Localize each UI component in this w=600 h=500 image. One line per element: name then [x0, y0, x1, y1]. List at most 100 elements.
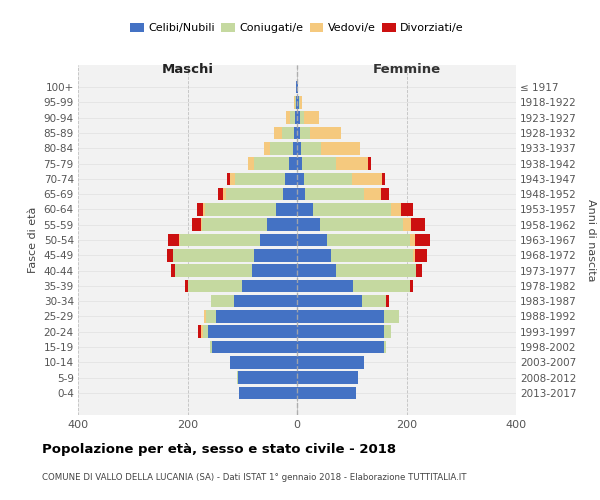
Bar [300, 112, 304, 124]
Bar [173, 249, 254, 262]
Bar [297, 96, 299, 108]
Bar [364, 188, 381, 200]
Bar [410, 234, 415, 246]
Bar [415, 249, 427, 262]
Bar [283, 188, 297, 200]
Bar [252, 264, 297, 277]
Bar [281, 127, 294, 140]
Bar [302, 158, 337, 170]
Bar [297, 340, 383, 353]
Bar [295, 112, 297, 124]
Bar [168, 234, 179, 246]
Bar [297, 372, 358, 384]
Bar [410, 280, 413, 292]
Bar [297, 127, 300, 140]
Bar [205, 203, 276, 215]
Bar [203, 326, 208, 338]
Bar [227, 172, 230, 185]
Bar [413, 249, 415, 262]
Bar [238, 372, 297, 384]
Text: Femmine: Femmine [373, 62, 440, 76]
Bar [212, 340, 297, 353]
Bar [297, 203, 313, 215]
Bar [181, 234, 260, 246]
Bar [269, 142, 293, 154]
Text: Popolazione per età, sesso e stato civile - 2018: Popolazione per età, sesso e stato civil… [42, 442, 396, 456]
Bar [331, 249, 413, 262]
Bar [230, 172, 235, 185]
Bar [200, 218, 202, 231]
Bar [297, 188, 305, 200]
Bar [297, 280, 353, 292]
Bar [297, 249, 331, 262]
Bar [297, 356, 364, 368]
Bar [297, 386, 356, 399]
Bar [285, 172, 297, 185]
Bar [383, 326, 391, 338]
Bar [203, 203, 205, 215]
Bar [304, 112, 319, 124]
Bar [276, 203, 297, 215]
Bar [304, 172, 352, 185]
Bar [416, 264, 422, 277]
Bar [218, 188, 223, 200]
Bar [254, 249, 297, 262]
Bar [300, 96, 302, 108]
Bar [362, 295, 386, 308]
Bar [193, 218, 200, 231]
Bar [295, 96, 296, 108]
Y-axis label: Anni di nascita: Anni di nascita [586, 198, 596, 281]
Bar [401, 203, 413, 215]
Bar [320, 142, 360, 154]
Bar [297, 310, 383, 322]
Bar [175, 264, 252, 277]
Bar [297, 326, 383, 338]
Text: Maschi: Maschi [161, 62, 214, 76]
Bar [208, 326, 297, 338]
Bar [226, 188, 283, 200]
Bar [248, 158, 254, 170]
Bar [167, 249, 173, 262]
Legend: Celibi/Nubili, Coniugati/e, Vedovi/e, Divorziati/e: Celibi/Nubili, Coniugati/e, Vedovi/e, Di… [126, 18, 468, 38]
Bar [352, 172, 382, 185]
Bar [297, 158, 302, 170]
Bar [293, 142, 297, 154]
Bar [179, 234, 181, 246]
Bar [391, 203, 401, 215]
Bar [353, 280, 410, 292]
Bar [415, 234, 430, 246]
Bar [185, 280, 187, 292]
Bar [327, 234, 410, 246]
Bar [411, 218, 425, 231]
Bar [294, 96, 295, 108]
Bar [382, 172, 385, 185]
Bar [230, 356, 297, 368]
Text: COMUNE DI VALLO DELLA LUCANIA (SA) - Dati ISTAT 1° gennaio 2018 - Elaborazione T: COMUNE DI VALLO DELLA LUCANIA (SA) - Dat… [42, 472, 467, 482]
Bar [383, 310, 399, 322]
Bar [264, 142, 269, 154]
Bar [234, 295, 297, 308]
Bar [294, 127, 297, 140]
Bar [296, 96, 297, 108]
Bar [242, 280, 297, 292]
Bar [313, 203, 391, 215]
Bar [403, 218, 411, 231]
Bar [197, 203, 203, 215]
Bar [223, 188, 226, 200]
Bar [289, 158, 297, 170]
Bar [381, 188, 389, 200]
Bar [297, 218, 320, 231]
Bar [386, 295, 389, 308]
Bar [187, 280, 242, 292]
Bar [299, 96, 300, 108]
Bar [337, 158, 368, 170]
Bar [201, 326, 203, 338]
Bar [202, 218, 267, 231]
Bar [267, 218, 297, 231]
Bar [290, 112, 295, 124]
Bar [297, 142, 301, 154]
Bar [297, 234, 327, 246]
Bar [171, 264, 175, 277]
Bar [368, 158, 371, 170]
Bar [204, 310, 206, 322]
